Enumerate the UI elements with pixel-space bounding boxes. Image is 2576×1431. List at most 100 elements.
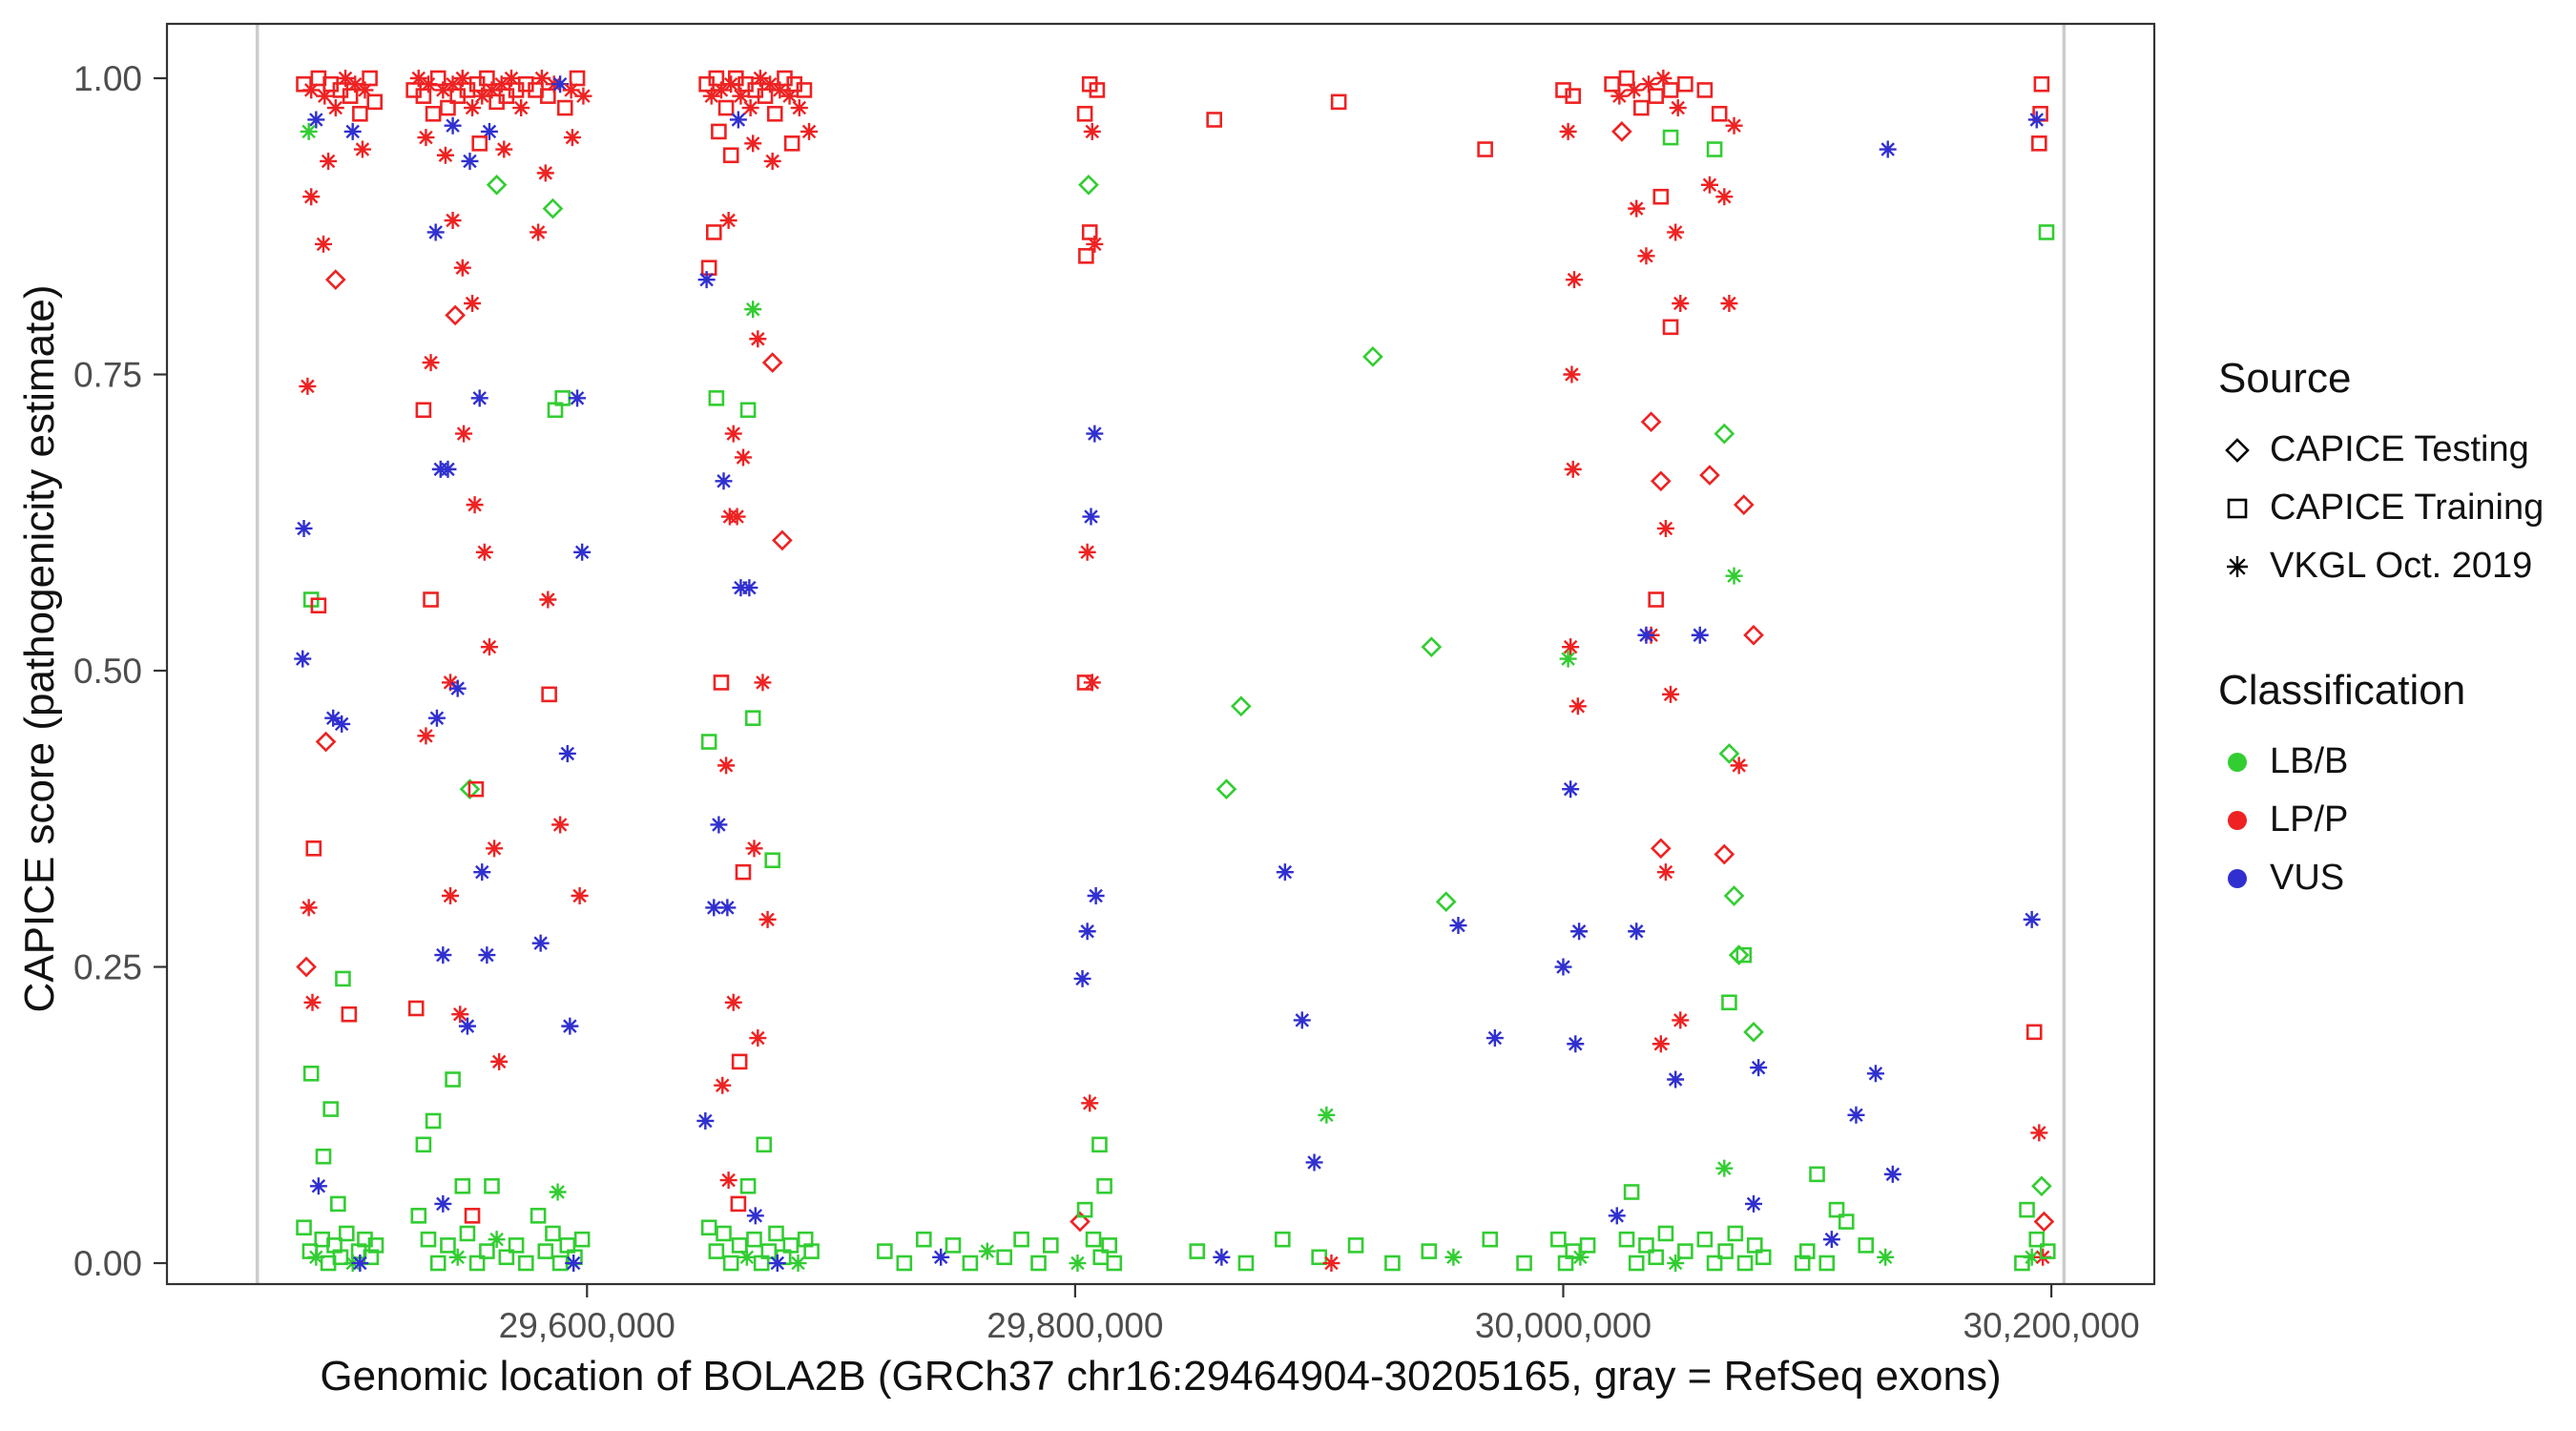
data-point [307,111,325,129]
data-point [1230,695,1252,717]
data-point [483,81,501,99]
data-point [996,1249,1012,1266]
data-point [573,543,592,561]
data-point [735,863,752,881]
data-point [719,1172,737,1190]
data-point [1650,838,1672,860]
green-dot-icon [2228,752,2247,772]
data-point [1715,188,1734,206]
data-point [440,99,456,116]
data-point [1858,1237,1874,1254]
data-point [1078,923,1096,941]
data-point [467,780,485,798]
data-point [434,946,452,964]
data-point [719,212,737,230]
legend-classification-title: Classification [2218,667,2466,714]
data-point [1809,1166,1825,1183]
x-axis-title: Genomic location of BOLA2B (GRCh37 chr16… [320,1353,2002,1400]
data-point [473,87,491,105]
data-point [744,135,762,153]
data-point [1485,1029,1504,1047]
data-point [945,1237,962,1254]
data-point [1733,494,1755,515]
data-point [2023,1248,2041,1266]
data-point [1085,1231,1102,1248]
data-point [1215,778,1237,800]
data-point [305,840,322,857]
data-point [1735,946,1753,964]
data-point [713,674,730,691]
data-point [1579,1237,1596,1254]
data-point [1706,141,1723,157]
data-point [2033,75,2050,93]
data-point [1213,1248,1231,1266]
data-point [2027,111,2046,129]
red-dot-icon [2228,810,2247,830]
data-point [2033,1211,2055,1233]
data-point [1078,543,1096,561]
data-point [356,81,374,99]
data-point [545,1225,561,1242]
x-tick-label: 29,600,000 [499,1306,675,1345]
data-point [1721,994,1737,1011]
data-point [558,744,576,762]
data-point [1571,1248,1589,1266]
data-point [1604,75,1620,93]
data-point [1086,235,1104,253]
data-point [448,679,467,697]
data-point [1078,174,1099,196]
data-point [1081,1094,1099,1112]
data-point [1623,1184,1640,1200]
data-point [1883,1165,1901,1183]
data-point [1013,1231,1029,1248]
data-point [343,122,362,140]
data-point [337,70,355,88]
data-point [1730,757,1748,775]
legend-item-label: CAPICE Training [2270,487,2545,528]
data-point [498,1249,515,1266]
data-point [932,1248,950,1266]
data-point [468,1255,486,1272]
data-point [461,152,479,170]
data-point [444,116,462,135]
data-point [1305,1153,1323,1172]
data-point [718,899,737,917]
data-point [1564,460,1582,478]
data-point [315,731,337,753]
data-point [315,1148,332,1165]
data-point [1347,1237,1364,1254]
data-point [296,956,317,978]
data-point [1237,1255,1255,1272]
data-point [415,1136,432,1153]
data-point [335,970,351,987]
data-point [1449,917,1467,935]
data-point [573,1231,591,1248]
data-point [1662,685,1680,703]
data-point [410,1208,427,1224]
data-point [464,1208,481,1224]
data-point [758,910,777,928]
data-point [761,352,783,373]
data-point [754,674,772,692]
legend-item-vus: VUS [2218,858,2544,899]
data-point [741,99,759,117]
data-point [1717,1243,1734,1259]
data-point [417,727,435,745]
data-point [1654,70,1672,88]
data-point [415,402,432,419]
data-point [1089,82,1106,98]
data-point [1745,1194,1763,1213]
data-point [746,1231,762,1248]
data-point [730,1195,747,1213]
data-point [722,1255,739,1272]
data-point [352,105,368,122]
data-point [705,899,723,917]
data-point [772,529,793,551]
data-point [717,757,736,775]
data-point [1206,112,1222,128]
data-point [326,99,344,117]
data-point [744,301,762,319]
data-point [571,886,589,904]
legend-item-lpp: LP/P [2218,799,2544,840]
data-point [1421,1243,1438,1259]
